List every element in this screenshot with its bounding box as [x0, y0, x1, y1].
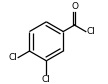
Text: Cl: Cl — [42, 75, 51, 84]
Text: O: O — [71, 2, 78, 11]
Text: Cl: Cl — [9, 53, 17, 62]
Text: Cl: Cl — [87, 27, 95, 36]
